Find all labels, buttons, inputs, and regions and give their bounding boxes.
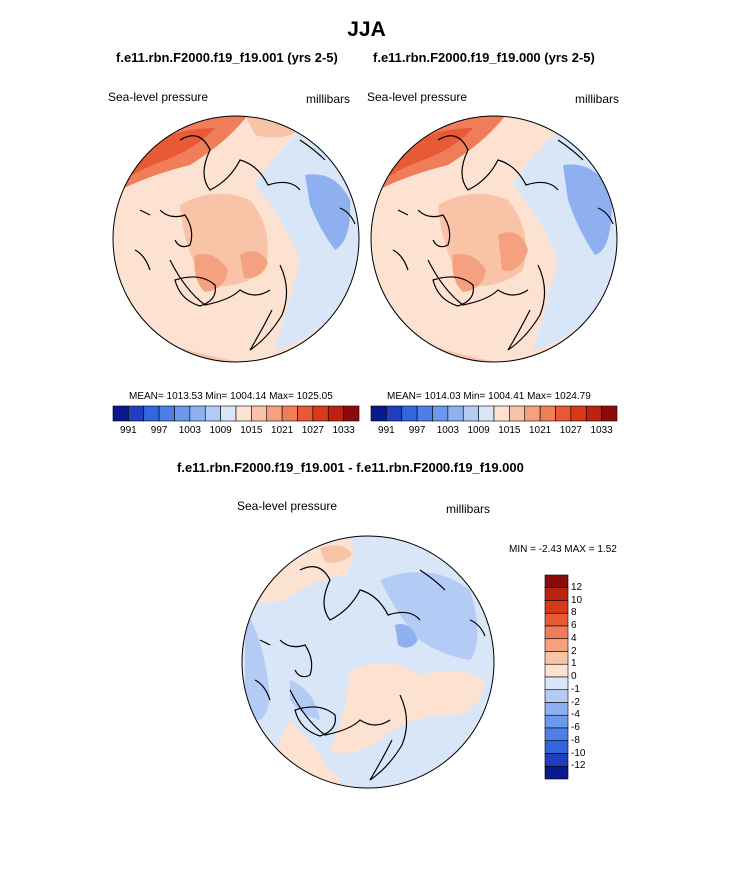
colorbar-tick-label: 4 [571, 632, 577, 644]
panel2-units-label: millibars [575, 92, 620, 106]
colorbar-tick-label: 997 [150, 425, 168, 436]
panel1-stats: MEAN= 1013.53 Min= 1004.14 Max= 1025.05 [129, 391, 333, 402]
colorbar-box [544, 600, 569, 614]
panel3-colorbar-boxes [544, 574, 569, 780]
colorbar-tick-label: 1033 [590, 425, 613, 436]
panel2-stats: MEAN= 1014.03 Min= 1004.41 Max= 1024.79 [387, 391, 591, 402]
colorbar-tick-label: -12 [571, 760, 586, 772]
panel3-variable-label: Sea-level pressure [237, 499, 338, 513]
panel1-colorbar [112, 405, 360, 422]
panel2-colorbar-boxes [370, 405, 618, 422]
colorbar-tick-label: 8 [571, 607, 577, 619]
colorbar-tick-label: 1021 [529, 425, 552, 436]
colorbar-tick-label: 1003 [436, 425, 459, 436]
colorbar-tick-label: 1 [571, 658, 577, 670]
colorbar-tick-label: 0 [571, 671, 577, 682]
colorbar-tick-label: 10 [571, 594, 583, 606]
colorbar-box [343, 405, 360, 422]
colorbar-tick-label: 12 [571, 581, 583, 593]
colorbar-box [601, 405, 618, 422]
colorbar-box [544, 702, 569, 716]
colorbar-tick-label: -1 [571, 683, 580, 695]
colorbar-box [544, 740, 569, 754]
colorbar-box [544, 689, 569, 703]
colorbar-tick-label: 1015 [498, 425, 521, 436]
colorbar-box [544, 727, 569, 742]
colorbar-box [544, 638, 569, 652]
panel3-stats: MIN = -2.43 MAX = 1.52 [509, 544, 617, 555]
colorbar-tick-label: -4 [571, 709, 580, 721]
panel3-colorbar [544, 574, 569, 780]
colorbar-tick-label: 1015 [240, 425, 263, 436]
colorbar-tick-label: 997 [408, 425, 426, 436]
panel2-title: f.e11.rbn.F2000.f19_f19.000 (yrs 2-5) [373, 50, 595, 65]
colorbar-box [544, 574, 569, 589]
colorbar-tick-label: 1027 [559, 425, 582, 436]
panel1-variable-label: Sea-level pressure [108, 90, 209, 104]
colorbar-box [544, 625, 569, 640]
panel3-units-label: millibars [446, 502, 491, 516]
panel1-colorbar-boxes [112, 405, 360, 422]
colorbar-tick-label: -10 [571, 747, 586, 759]
panel1-units-label: millibars [306, 92, 351, 106]
colorbar-box [544, 765, 569, 780]
colorbar-tick-label: 1009 [467, 425, 490, 436]
colorbar-tick-label: 991 [378, 425, 395, 436]
panel3-title: f.e11.rbn.F2000.f19_f19.001 - f.e11.rbn.… [177, 460, 524, 475]
figure-title: JJA [347, 18, 386, 41]
colorbar-box [544, 612, 569, 627]
colorbar-tick-label: 1009 [209, 425, 232, 436]
colorbar-box [544, 714, 569, 729]
colorbar-box [544, 651, 569, 665]
panel1-title: f.e11.rbn.F2000.f19_f19.001 (yrs 2-5) [116, 50, 338, 65]
panel2-colorbar [370, 405, 618, 422]
colorbar-box [544, 753, 569, 767]
colorbar-box [544, 663, 569, 678]
colorbar-tick-label: 1027 [301, 425, 324, 436]
colorbar-box [544, 587, 569, 601]
colorbar-tick-label: 2 [571, 645, 577, 657]
colorbar-tick-label: -6 [571, 722, 580, 733]
colorbar-tick-label: 6 [571, 620, 577, 631]
colorbar-tick-label: 1033 [332, 425, 355, 436]
colorbar-tick-label: 991 [120, 425, 137, 436]
colorbar-tick-label: 1021 [271, 425, 294, 436]
colorbar-box [544, 676, 569, 691]
colorbar-tick-label: -8 [571, 734, 580, 746]
panel2-variable-label: Sea-level pressure [367, 90, 468, 104]
colorbar-tick-label: -2 [571, 696, 580, 708]
colorbar-tick-label: 1003 [178, 425, 201, 436]
